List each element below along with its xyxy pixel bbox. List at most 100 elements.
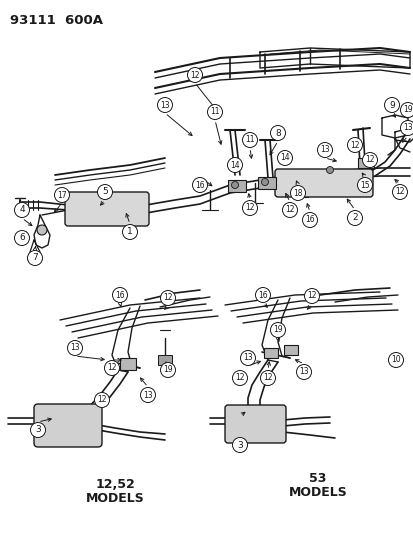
Text: MODELS: MODELS bbox=[288, 486, 347, 499]
Text: 3: 3 bbox=[237, 440, 242, 449]
Text: 5: 5 bbox=[102, 188, 108, 197]
Circle shape bbox=[347, 211, 362, 225]
Text: 53: 53 bbox=[309, 472, 326, 485]
Text: 14: 14 bbox=[230, 160, 239, 169]
Text: 12: 12 bbox=[349, 141, 359, 149]
Circle shape bbox=[231, 182, 238, 189]
Circle shape bbox=[302, 213, 317, 228]
Text: 12: 12 bbox=[306, 292, 316, 301]
Text: 6: 6 bbox=[19, 233, 25, 243]
Text: 14: 14 bbox=[280, 154, 289, 163]
Text: 16: 16 bbox=[115, 290, 124, 300]
Circle shape bbox=[227, 157, 242, 173]
Text: 19: 19 bbox=[402, 106, 412, 115]
Text: 12: 12 bbox=[244, 204, 254, 213]
Text: 19: 19 bbox=[163, 366, 172, 375]
Circle shape bbox=[326, 166, 333, 174]
Bar bbox=[283, 345, 297, 355]
Text: 17: 17 bbox=[57, 190, 66, 199]
Bar bbox=[158, 355, 171, 365]
Circle shape bbox=[140, 387, 155, 402]
Text: 12: 12 bbox=[263, 374, 272, 383]
Circle shape bbox=[242, 133, 257, 148]
Circle shape bbox=[347, 138, 362, 152]
Circle shape bbox=[282, 203, 297, 217]
Circle shape bbox=[55, 188, 69, 203]
Circle shape bbox=[399, 120, 413, 135]
Text: 16: 16 bbox=[304, 215, 314, 224]
Text: MODELS: MODELS bbox=[85, 492, 144, 505]
Text: 3: 3 bbox=[35, 425, 41, 434]
Circle shape bbox=[399, 102, 413, 117]
Text: 12,52: 12,52 bbox=[95, 478, 135, 491]
Text: 7: 7 bbox=[32, 254, 38, 262]
Circle shape bbox=[160, 290, 175, 305]
Text: 12: 12 bbox=[190, 70, 199, 79]
Circle shape bbox=[97, 184, 112, 199]
Circle shape bbox=[232, 370, 247, 385]
Circle shape bbox=[261, 179, 268, 185]
Text: 12: 12 bbox=[163, 294, 172, 303]
Text: 2: 2 bbox=[351, 214, 357, 222]
Circle shape bbox=[14, 203, 29, 217]
Circle shape bbox=[255, 287, 270, 303]
Circle shape bbox=[392, 184, 406, 199]
FancyBboxPatch shape bbox=[224, 405, 285, 443]
Text: 16: 16 bbox=[258, 290, 267, 300]
Circle shape bbox=[242, 200, 257, 215]
Circle shape bbox=[296, 365, 311, 379]
Circle shape bbox=[27, 251, 43, 265]
Text: 12: 12 bbox=[394, 188, 404, 197]
Text: 13: 13 bbox=[299, 367, 308, 376]
Circle shape bbox=[112, 287, 127, 303]
Text: 9: 9 bbox=[388, 101, 394, 109]
Circle shape bbox=[207, 104, 222, 119]
Circle shape bbox=[122, 224, 137, 239]
Circle shape bbox=[270, 125, 285, 141]
Bar bbox=[120, 358, 136, 370]
Circle shape bbox=[240, 351, 255, 366]
Text: 12: 12 bbox=[285, 206, 294, 214]
Text: 18: 18 bbox=[292, 189, 302, 198]
Text: 15: 15 bbox=[359, 181, 369, 190]
Text: 19: 19 bbox=[273, 326, 282, 335]
Text: 1: 1 bbox=[127, 228, 133, 237]
Circle shape bbox=[37, 225, 47, 235]
Circle shape bbox=[304, 288, 319, 303]
Circle shape bbox=[157, 98, 172, 112]
Circle shape bbox=[270, 322, 285, 337]
Circle shape bbox=[317, 142, 332, 157]
Circle shape bbox=[290, 185, 305, 200]
Text: 4: 4 bbox=[19, 206, 25, 214]
Text: 13: 13 bbox=[143, 391, 152, 400]
Text: 16: 16 bbox=[195, 181, 204, 190]
FancyBboxPatch shape bbox=[274, 169, 372, 197]
Circle shape bbox=[387, 352, 403, 367]
Circle shape bbox=[94, 392, 109, 408]
Circle shape bbox=[160, 362, 175, 377]
Text: 11: 11 bbox=[210, 108, 219, 117]
Text: 13: 13 bbox=[242, 353, 252, 362]
Circle shape bbox=[187, 68, 202, 83]
FancyBboxPatch shape bbox=[65, 192, 149, 226]
Text: 13: 13 bbox=[70, 343, 80, 352]
Bar bbox=[257, 177, 275, 189]
Text: 8: 8 bbox=[275, 128, 280, 138]
Circle shape bbox=[362, 152, 377, 167]
Circle shape bbox=[260, 370, 275, 385]
Circle shape bbox=[384, 98, 399, 112]
Circle shape bbox=[357, 177, 372, 192]
Text: 12: 12 bbox=[97, 395, 107, 405]
Bar bbox=[228, 180, 245, 192]
Circle shape bbox=[277, 150, 292, 166]
Text: 12: 12 bbox=[107, 364, 116, 373]
Text: 13: 13 bbox=[160, 101, 169, 109]
Text: 11: 11 bbox=[244, 135, 254, 144]
Text: 93111  600A: 93111 600A bbox=[10, 14, 103, 27]
Text: 10: 10 bbox=[390, 356, 400, 365]
Circle shape bbox=[232, 438, 247, 453]
Text: 13: 13 bbox=[402, 124, 412, 133]
Circle shape bbox=[14, 230, 29, 246]
Circle shape bbox=[192, 177, 207, 192]
FancyBboxPatch shape bbox=[34, 404, 102, 447]
